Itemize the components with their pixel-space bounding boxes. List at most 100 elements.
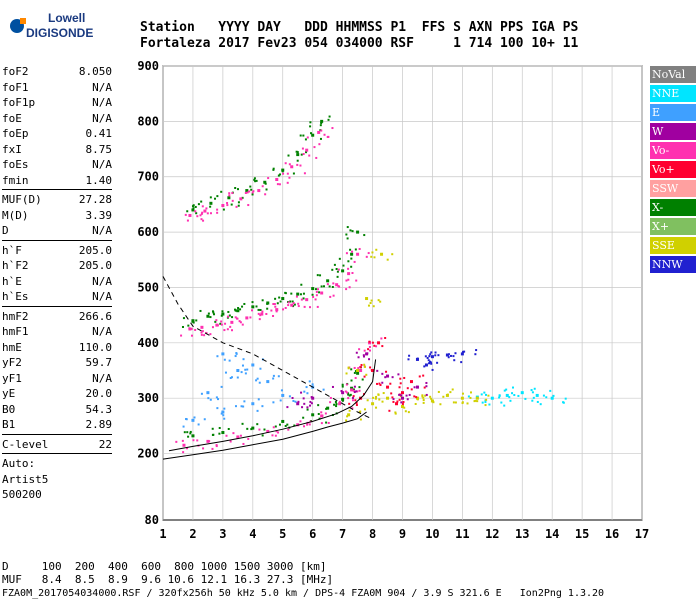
echo-speck bbox=[226, 316, 229, 319]
echo-speck bbox=[480, 393, 483, 396]
param-value: 3.39 bbox=[85, 208, 113, 222]
param-label: M(D) bbox=[2, 208, 29, 222]
echo-speck bbox=[427, 359, 430, 362]
echo-speck bbox=[199, 309, 202, 312]
echo-speck bbox=[326, 283, 329, 286]
echo-speck bbox=[353, 388, 356, 391]
echo-speck bbox=[345, 419, 348, 422]
echo-speck bbox=[211, 433, 214, 436]
echo-speck bbox=[392, 398, 395, 401]
param-row: foEp 0.41 bbox=[2, 126, 112, 142]
echo-speck bbox=[355, 401, 358, 404]
echo-speck bbox=[302, 297, 305, 300]
echo-speck bbox=[216, 195, 219, 198]
echo-speck bbox=[399, 377, 402, 380]
echo-speck bbox=[542, 394, 545, 397]
param-value: N/A bbox=[92, 224, 112, 237]
echo-point bbox=[188, 213, 192, 217]
echo-speck bbox=[413, 395, 416, 398]
echo-speck bbox=[227, 427, 230, 430]
echo-speck bbox=[374, 397, 377, 400]
echo-speck bbox=[274, 305, 277, 308]
echo-speck bbox=[284, 162, 287, 165]
echo-speck bbox=[228, 192, 231, 195]
echo-speck bbox=[474, 399, 477, 402]
echo-speck bbox=[447, 353, 450, 356]
echo-speck bbox=[323, 133, 326, 136]
echo-speck bbox=[345, 372, 348, 375]
echo-speck bbox=[277, 174, 280, 177]
echo-speck bbox=[303, 390, 306, 393]
echo-speck bbox=[498, 396, 501, 399]
echo-speck bbox=[454, 352, 457, 355]
auto-line: 500200 bbox=[2, 488, 42, 501]
echo-speck bbox=[200, 392, 203, 395]
echo-speck bbox=[287, 304, 290, 307]
echo-speck bbox=[218, 432, 221, 435]
echo-speck bbox=[380, 337, 383, 340]
echo-speck bbox=[437, 390, 440, 393]
echo-speck bbox=[539, 403, 542, 406]
echo-speck bbox=[183, 431, 186, 434]
x-tick-label: 16 bbox=[605, 527, 619, 541]
echo-speck bbox=[234, 405, 237, 408]
echo-point bbox=[296, 153, 300, 157]
echo-speck bbox=[246, 191, 249, 194]
echo-speck bbox=[233, 308, 236, 311]
echo-speck bbox=[363, 363, 366, 366]
echo-point bbox=[535, 393, 539, 397]
echo-point bbox=[445, 353, 449, 357]
echo-speck bbox=[223, 329, 226, 332]
echo-point bbox=[251, 305, 255, 309]
echo-speck bbox=[461, 401, 464, 404]
echo-speck bbox=[377, 393, 380, 396]
echo-speck bbox=[358, 247, 361, 250]
echo-speck bbox=[297, 302, 300, 305]
y-tick-label: 900 bbox=[137, 59, 159, 73]
echo-speck bbox=[513, 394, 516, 397]
echo-point bbox=[221, 352, 225, 356]
echo-speck bbox=[246, 427, 249, 430]
echo-point bbox=[317, 130, 321, 134]
echo-point bbox=[236, 309, 240, 313]
echo-speck bbox=[484, 393, 487, 396]
echo-speck bbox=[311, 383, 314, 386]
echo-point bbox=[505, 393, 509, 397]
echo-speck bbox=[313, 146, 316, 149]
echo-point bbox=[401, 391, 404, 395]
echo-point bbox=[341, 269, 345, 273]
echo-point bbox=[275, 178, 279, 181]
echo-speck bbox=[251, 193, 254, 196]
echo-speck bbox=[220, 412, 223, 415]
echo-speck bbox=[318, 143, 321, 146]
echo-speck bbox=[446, 393, 449, 396]
echo-speck bbox=[286, 406, 289, 409]
echo-speck bbox=[266, 302, 269, 305]
echo-speck bbox=[413, 386, 416, 389]
echo-speck bbox=[182, 451, 185, 454]
echo-speck bbox=[366, 399, 369, 402]
param-value: 110.0 bbox=[78, 340, 112, 354]
echo-speck bbox=[191, 320, 194, 323]
echo-speck bbox=[392, 400, 395, 403]
echo-speck bbox=[320, 422, 323, 425]
echo-point bbox=[239, 197, 243, 201]
param-label: foF1p bbox=[2, 96, 36, 109]
echo-speck bbox=[358, 411, 361, 414]
echo-point bbox=[347, 272, 351, 276]
echo-speck bbox=[258, 318, 261, 321]
param-label: h`E bbox=[2, 274, 22, 288]
x-tick-label: 10 bbox=[425, 527, 439, 541]
echo-speck bbox=[282, 172, 285, 175]
echo-point bbox=[275, 308, 279, 312]
echo-speck bbox=[219, 322, 222, 325]
echo-speck bbox=[236, 376, 239, 379]
echo-speck bbox=[429, 395, 432, 398]
echo-speck bbox=[403, 406, 406, 409]
echo-speck bbox=[378, 382, 381, 385]
echo-speck bbox=[562, 401, 565, 404]
echo-speck bbox=[294, 400, 297, 403]
echo-speck bbox=[214, 320, 217, 323]
echo-point bbox=[281, 168, 285, 172]
echo-speck bbox=[452, 355, 455, 358]
